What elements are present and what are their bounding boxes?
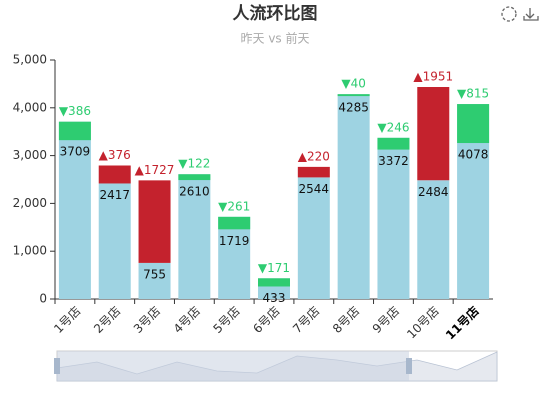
change-bar <box>98 165 131 184</box>
change-label: ▲1727 <box>135 163 175 177</box>
bar-label: 1719 <box>219 234 250 248</box>
bar-label: 4285 <box>338 101 369 115</box>
x-label-group: 4号店 <box>171 304 203 336</box>
x-label-group: 7号店 <box>290 304 322 336</box>
y-tick-label: 3,000 <box>13 148 47 162</box>
x-label-group: 10号店 <box>404 304 442 342</box>
x-tick-label: 7号店 <box>290 304 322 336</box>
x-label-group: 5号店 <box>211 304 243 336</box>
bar-label: 3709 <box>60 145 91 159</box>
change-label: ▲1951 <box>413 70 453 84</box>
x-tick-label: 3号店 <box>131 304 163 336</box>
change-bar <box>58 121 91 141</box>
x-tick-label: 10号店 <box>404 304 442 342</box>
change-label: ▲376 <box>99 148 131 162</box>
change-label: ▼815 <box>457 87 489 101</box>
y-tick-label: 1,000 <box>13 244 47 258</box>
bar <box>337 94 370 299</box>
bar-label: 433 <box>263 291 286 305</box>
bar <box>98 183 131 299</box>
change-label: ▲220 <box>298 149 330 163</box>
change-label: ▼122 <box>178 157 210 171</box>
x-tick-label: 9号店 <box>370 304 402 336</box>
bar <box>218 216 251 299</box>
change-bar <box>377 137 410 150</box>
x-label-group: 11号店 <box>442 303 481 342</box>
x-tick-label: 1号店 <box>51 304 83 336</box>
bar-label: 2610 <box>179 185 210 199</box>
change-label: ▼171 <box>258 261 290 275</box>
bar-label: 2484 <box>418 185 449 199</box>
zoom-selection[interactable] <box>57 351 409 381</box>
toolbox <box>501 6 539 22</box>
bar-label: 2417 <box>99 188 130 202</box>
x-tick-label: 5号店 <box>211 304 243 336</box>
x-tick-label: 6号店 <box>250 304 282 336</box>
change-bar <box>138 180 171 263</box>
bar-label: 755 <box>143 267 166 281</box>
bar-label: 4078 <box>458 148 489 162</box>
bar <box>377 137 410 299</box>
change-label: ▼261 <box>218 199 250 213</box>
zoom-handle[interactable] <box>54 358 60 374</box>
change-bar <box>417 87 450 181</box>
chart-subtitle: 昨天 vs 前天 <box>241 31 310 46</box>
change-bar <box>337 94 370 97</box>
x-label-group: 6号店 <box>250 304 282 336</box>
x-label-group: 1号店 <box>51 304 83 336</box>
change-bar <box>297 166 330 178</box>
bar-label: 2544 <box>299 182 330 196</box>
chart-title: 人流环比图 <box>233 3 318 24</box>
change-bar <box>457 104 490 144</box>
bar <box>417 180 450 299</box>
y-tick-label: 5,000 <box>13 53 47 67</box>
x-tick-label: 11号店 <box>442 303 481 342</box>
x-tick-label: 8号店 <box>330 304 362 336</box>
change-label: ▼386 <box>59 104 91 118</box>
change-bar <box>218 216 251 230</box>
x-label-group: 3号店 <box>131 304 163 336</box>
bar <box>178 174 211 299</box>
bar <box>138 262 171 299</box>
x-label-group: 9号店 <box>370 304 402 336</box>
zoom-handle[interactable] <box>406 358 412 374</box>
y-tick-label: 2,000 <box>13 196 47 210</box>
save-icon[interactable] <box>523 8 539 21</box>
restore-icon[interactable] <box>501 6 517 22</box>
bar <box>58 121 91 299</box>
change-label: ▼246 <box>377 120 409 134</box>
x-label-group: 8号店 <box>330 304 362 336</box>
x-tick-label: 2号店 <box>91 304 123 336</box>
bar <box>297 177 330 299</box>
data-zoom[interactable] <box>54 350 498 382</box>
change-bar <box>178 174 211 181</box>
y-tick-label: 4,000 <box>13 100 47 114</box>
x-label-group: 2号店 <box>91 304 123 336</box>
y-tick-label: 0 <box>39 292 47 306</box>
bar-label: 3372 <box>378 154 409 168</box>
x-tick-label: 4号店 <box>171 304 203 336</box>
change-label: ▼40 <box>341 77 366 91</box>
change-bar <box>258 278 290 287</box>
